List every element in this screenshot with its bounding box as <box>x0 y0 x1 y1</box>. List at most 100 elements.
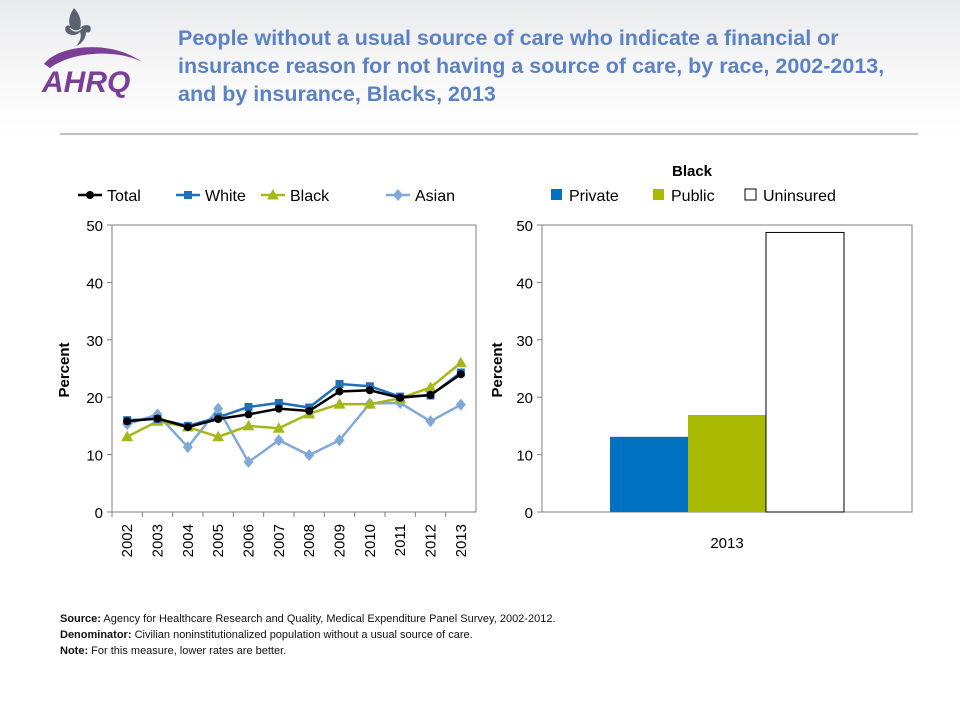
series-black-point <box>212 430 225 442</box>
denominator-text: Civilian noninstitutionalized population… <box>134 629 473 641</box>
line-chart-y-tick-label: 0 <box>95 505 103 522</box>
line-chart-x-tick-label: 2013 <box>453 524 470 557</box>
series-white-point <box>244 402 253 411</box>
line-chart-y-tick-label: 20 <box>86 390 103 407</box>
legend-asian-label: Asian <box>415 188 455 205</box>
series-total-point <box>305 406 314 415</box>
hhs-eagle-icon: AHRQ <box>41 8 142 99</box>
series-asian-line <box>126 401 462 464</box>
series-asian-point <box>334 434 345 447</box>
series-total-point <box>244 410 253 419</box>
legend-item-white: White <box>176 188 246 205</box>
series-black-point <box>454 356 467 368</box>
series-white-point <box>365 382 374 391</box>
series-total-point <box>274 404 283 413</box>
bar-chart-y-tick-label: 50 <box>516 218 533 235</box>
line-chart-x-tick-label: 2011 <box>392 524 409 556</box>
legend-item-black: Black <box>261 188 330 205</box>
series-total-line <box>127 373 462 429</box>
legend-private-swatch <box>551 189 562 200</box>
line-chart-y-tick-label: 40 <box>86 275 103 292</box>
bar-chart-x-tick-label: 2013 <box>710 535 743 552</box>
line-chart-x-tick-label: 2004 <box>180 524 197 557</box>
bar-chart-y-tick-label: 40 <box>516 275 533 292</box>
series-black-point <box>121 430 134 442</box>
series-total-point <box>335 387 344 396</box>
ahrq-logo: AHRQ <box>30 6 160 99</box>
series-white-point <box>274 398 283 407</box>
series-asian-point <box>304 449 315 462</box>
series-asian-point <box>243 456 254 469</box>
denominator-note: Denominator: Civilian noninstitutionaliz… <box>60 627 556 643</box>
series-total-point <box>426 390 435 399</box>
legend-white-marker <box>184 191 192 199</box>
legend-public-swatch <box>653 189 664 200</box>
line-chart-x-tick-label: 2008 <box>301 524 318 557</box>
legend-total-label: Total <box>107 188 141 205</box>
legend-uninsured-label: Uninsured <box>763 188 836 205</box>
bar-chart-y-tick-label: 20 <box>516 390 533 407</box>
legend-public-label: Public <box>671 188 715 205</box>
legend-item-asian: Asian <box>386 188 455 205</box>
title-divider <box>60 133 918 135</box>
series-total-point <box>365 386 374 395</box>
legend-item-uninsured: Uninsured <box>744 188 836 205</box>
bar-chart-y-tick-label: 10 <box>516 448 533 465</box>
slide-title: People without a usual source of care wh… <box>178 26 885 106</box>
bar-chart-y-tick-label: 0 <box>525 505 533 522</box>
logo-text: AHRQ <box>41 66 130 98</box>
series-asian-point <box>182 441 193 454</box>
series-black-point <box>242 419 255 431</box>
series-asian-point <box>425 415 436 428</box>
denominator-label: Denominator: <box>60 629 132 641</box>
series-asian-point <box>213 402 224 415</box>
bar-public <box>688 414 766 512</box>
series-total-point <box>123 417 132 426</box>
line-chart-x-tick-label: 2005 <box>210 524 227 557</box>
series-total-point <box>183 423 192 432</box>
source-label: Source: <box>60 613 101 625</box>
series-total-point <box>214 415 223 424</box>
line-chart-y-tick-label: 50 <box>86 218 103 235</box>
line-chart-x-tick-label: 2006 <box>241 524 258 557</box>
legend-item-total: Total <box>78 188 141 205</box>
source-text: Agency for Healthcare Research and Quali… <box>103 613 556 625</box>
legend-private-label: Private <box>569 188 619 205</box>
legend-black-label: Black <box>290 188 330 205</box>
series-black-point <box>333 398 346 409</box>
line-chart-x-tick-label: 2002 <box>119 524 136 557</box>
bar-private <box>610 436 688 512</box>
source-note: Source: Agency for Healthcare Research a… <box>60 611 556 627</box>
series-white-point <box>335 379 344 388</box>
series-total-point <box>153 414 162 423</box>
series-asian-point <box>273 434 284 447</box>
series-black-point <box>272 422 285 433</box>
legend-white-label: White <box>205 188 246 205</box>
legend-item-private: Private <box>551 188 619 205</box>
legend-asian-marker <box>393 189 403 201</box>
line-chart-y-axis-label: Percent <box>56 342 73 397</box>
line-chart-by-race: 0 10 20 30 40 50 2002 2003 2004 2005 2006 2007 2008 2… <box>56 188 477 557</box>
bar-chart-y-axis-label: Percent <box>489 342 506 397</box>
line-chart-x-tick-label: 2012 <box>423 524 440 557</box>
series-asian-point <box>455 398 466 411</box>
line-chart-y-tick-label: 30 <box>86 333 103 350</box>
bar-uninsured <box>765 231 845 513</box>
legend-uninsured-swatch <box>744 188 757 201</box>
line-chart-x-tick-label: 2007 <box>271 524 288 557</box>
legend-black-marker <box>267 189 279 200</box>
line-chart-x-tick-label: 2009 <box>332 524 349 557</box>
line-chart-x-tick-label: 2003 <box>150 524 167 557</box>
bar-chart-y-tick-label: 30 <box>516 333 533 350</box>
series-total-point <box>396 393 405 402</box>
footnotes: Source: Agency for Healthcare Research a… <box>60 611 556 659</box>
note-text: For this measure, lower rates are better… <box>91 645 287 657</box>
series-black-point <box>363 398 376 409</box>
line-chart-y-tick-label: 10 <box>86 448 103 465</box>
legend-total-marker <box>86 191 94 199</box>
bar-chart-title: Black <box>672 163 713 180</box>
measure-note: Note: For this measure, lower rates are … <box>60 643 556 659</box>
note-label: Note: <box>60 645 89 657</box>
line-chart-x-tick-label: 2010 <box>362 524 379 557</box>
bar-chart-black-by-insurance: Black 0 10 20 30 40 50 2013 Private Public Unins… <box>489 163 913 552</box>
